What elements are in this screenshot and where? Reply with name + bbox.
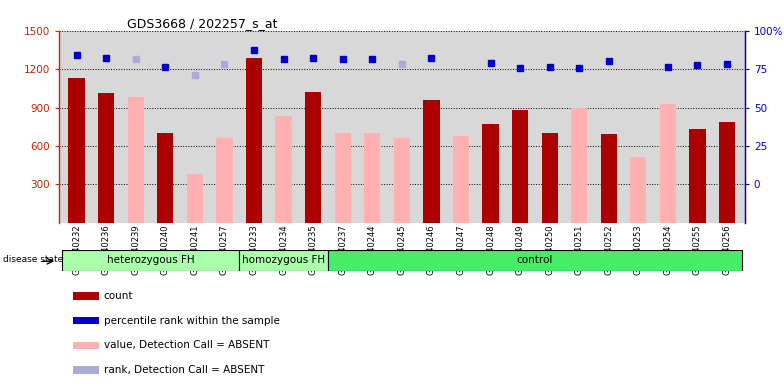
Text: rank, Detection Call = ABSENT: rank, Detection Call = ABSENT: [103, 365, 264, 375]
Text: count: count: [103, 291, 133, 301]
Bar: [453, 136, 469, 223]
Bar: [72, 317, 99, 324]
Bar: [305, 92, 321, 223]
Bar: [62, 250, 239, 271]
Bar: [216, 138, 233, 223]
Bar: [68, 78, 85, 223]
Text: value, Detection Call = ABSENT: value, Detection Call = ABSENT: [103, 340, 269, 350]
Bar: [660, 104, 676, 223]
Text: heterozygous FH: heterozygous FH: [107, 255, 194, 265]
Bar: [72, 292, 99, 300]
Bar: [239, 250, 328, 271]
Text: disease state: disease state: [3, 255, 64, 263]
Bar: [157, 133, 173, 223]
Bar: [335, 133, 350, 223]
Bar: [128, 97, 143, 223]
Bar: [719, 122, 735, 223]
Bar: [72, 341, 99, 349]
Bar: [72, 366, 99, 374]
Bar: [689, 129, 706, 223]
Bar: [275, 116, 292, 223]
Bar: [630, 157, 647, 223]
Text: GDS3668 / 202257_s_at: GDS3668 / 202257_s_at: [127, 17, 278, 30]
Bar: [601, 134, 617, 223]
Text: homozygous FH: homozygous FH: [242, 255, 325, 265]
Bar: [364, 133, 380, 223]
Bar: [423, 100, 440, 223]
Text: percentile rank within the sample: percentile rank within the sample: [103, 316, 280, 326]
Bar: [187, 174, 203, 223]
Bar: [571, 108, 587, 223]
Bar: [542, 133, 557, 223]
Bar: [246, 58, 262, 223]
Bar: [512, 110, 528, 223]
Bar: [482, 124, 499, 223]
Bar: [98, 93, 114, 223]
Text: control: control: [517, 255, 553, 265]
Bar: [328, 250, 742, 271]
Bar: [394, 138, 410, 223]
